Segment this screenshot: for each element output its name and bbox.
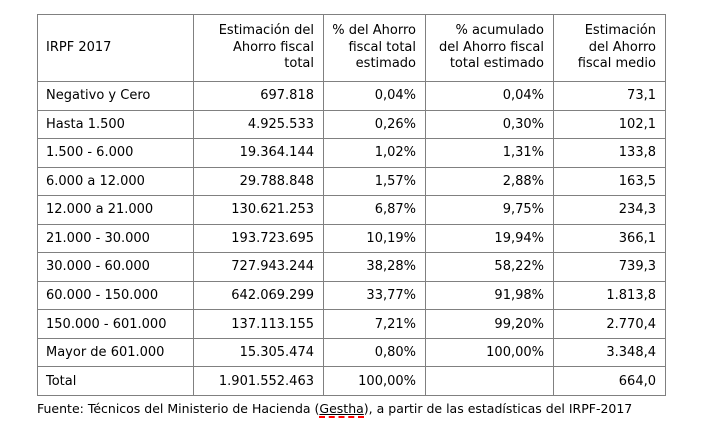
value-cell: 234,3 (553, 195, 666, 225)
column-header-pct-acumulado: % acumulado del Ahorro fiscal total esti… (425, 14, 554, 82)
value-cell: 137.113.155 (193, 309, 324, 339)
value-cell: 6,87% (323, 195, 426, 225)
value-cell: 697.818 (193, 81, 324, 111)
value-cell: 1.813,8 (553, 280, 666, 311)
value-cell: 58,22% (425, 252, 554, 282)
value-cell: 2,88% (425, 166, 554, 197)
value-cell: 3.348,4 (553, 337, 666, 368)
table-row: 30.000 - 60.000 727.943.244 38,28% 58,22% 73… (37, 252, 666, 282)
value-cell: 664,0 (553, 366, 666, 396)
value-cell: 38,28% (323, 252, 426, 282)
table-row: 60.000 - 150.000 642.069.299 33,77% 91,98% 1… (37, 280, 666, 311)
row-label-cell: 6.000 a 12.000 (37, 166, 194, 197)
table-row: 21.000 - 30.000 193.723.695 10,19% 19,94% 36… (37, 223, 666, 254)
row-label-cell: Total (37, 366, 194, 396)
table-row: Negativo y Cero 697.818 0,04% 0,04% 73,1 (37, 81, 666, 111)
value-cell: 10,19% (323, 223, 426, 254)
row-label-cell: Mayor de 601.000 (37, 337, 194, 368)
value-cell: 73,1 (553, 81, 666, 111)
value-cell: 0,30% (425, 109, 554, 140)
value-cell: 0,04% (425, 81, 554, 111)
value-cell: 0,80% (323, 337, 426, 368)
value-cell: 1,31% (425, 138, 554, 168)
value-cell: 33,77% (323, 280, 426, 311)
column-header-irpf-2017: IRPF 2017 (37, 14, 194, 82)
value-cell: 29.788.848 (193, 166, 324, 197)
source-note-prefix: Fuente: Técnicos del Ministerio de Hacie… (37, 401, 320, 416)
value-cell: 642.069.299 (193, 280, 324, 311)
value-cell: 366,1 (553, 223, 666, 254)
value-cell: 100,00% (425, 337, 554, 368)
value-cell: 19.364.144 (193, 138, 324, 168)
table-row: 1.500 - 6.000 19.364.144 1,02% 1,31% 133,8 (37, 138, 666, 168)
value-cell: 130.621.253 (193, 195, 324, 225)
value-cell: 15.305.474 (193, 337, 324, 368)
table-header-row: IRPF 2017 Estimación del Ahorro fiscal t… (37, 14, 666, 82)
value-cell: 1,57% (323, 166, 426, 197)
value-cell: 9,75% (425, 195, 554, 225)
table-row: Mayor de 601.000 15.305.474 0,80% 100,00% 3.… (37, 337, 666, 368)
column-header-ahorro-fiscal-total: Estimación del Ahorro fiscal total (193, 14, 324, 82)
row-label-cell: 30.000 - 60.000 (37, 252, 194, 282)
value-cell: 0,04% (323, 81, 426, 111)
row-label-cell: 1.500 - 6.000 (37, 138, 194, 168)
value-cell: 133,8 (553, 138, 666, 168)
row-label-cell: Hasta 1.500 (37, 109, 194, 140)
value-cell: 91,98% (425, 280, 554, 311)
row-label-cell: 150.000 - 601.000 (37, 309, 194, 339)
column-header-ahorro-fiscal-medio: Estimación del Ahorro fiscal medio (553, 14, 666, 82)
value-cell: 727.943.244 (193, 252, 324, 282)
value-cell: 19,94% (425, 223, 554, 254)
source-note: Fuente: Técnicos del Ministerio de Hacie… (37, 400, 632, 418)
value-cell: 2.770,4 (553, 309, 666, 339)
value-cell: 102,1 (553, 109, 666, 140)
table-row: 6.000 a 12.000 29.788.848 1,57% 2,88% 163,5 (37, 166, 666, 197)
table-row: 12.000 a 21.000 130.621.253 6,87% 9,75% 234,… (37, 195, 666, 225)
row-label-cell: 12.000 a 21.000 (37, 195, 194, 225)
value-cell: 0,26% (323, 109, 426, 140)
table-row: 150.000 - 601.000 137.113.155 7,21% 99,20% 2… (37, 309, 666, 339)
row-label-cell: 60.000 - 150.000 (37, 280, 194, 311)
value-cell: 193.723.695 (193, 223, 324, 254)
value-cell: 163,5 (553, 166, 666, 197)
value-cell: 739,3 (553, 252, 666, 282)
table-row: Hasta 1.500 4.925.533 0,26% 0,30% 102,1 (37, 109, 666, 140)
table-body: Negativo y Cero 697.818 0,04% 0,04% 73,1 Hast… (37, 81, 666, 396)
value-cell: 99,20% (425, 309, 554, 339)
source-note-gestha-spellchecked-word: Gestha (319, 401, 364, 418)
table-row: Total 1.901.552.463 100,00% 664,0 (37, 366, 666, 396)
row-label-cell: 21.000 - 30.000 (37, 223, 194, 254)
value-cell: 1,02% (323, 138, 426, 168)
value-cell: 7,21% (323, 309, 426, 339)
value-cell: 1.901.552.463 (193, 366, 324, 396)
column-header-pct-ahorro-fiscal: % del Ahorro fiscal total estimado (323, 14, 426, 82)
value-cell (425, 366, 554, 396)
value-cell: 100,00% (323, 366, 426, 396)
row-label-cell: Negativo y Cero (37, 81, 194, 111)
source-note-suffix: ), a partir de las estadísticas del IRPF… (363, 401, 633, 416)
value-cell: 4.925.533 (193, 109, 324, 140)
irpf-2017-table: IRPF 2017 Estimación del Ahorro fiscal t… (37, 14, 666, 396)
